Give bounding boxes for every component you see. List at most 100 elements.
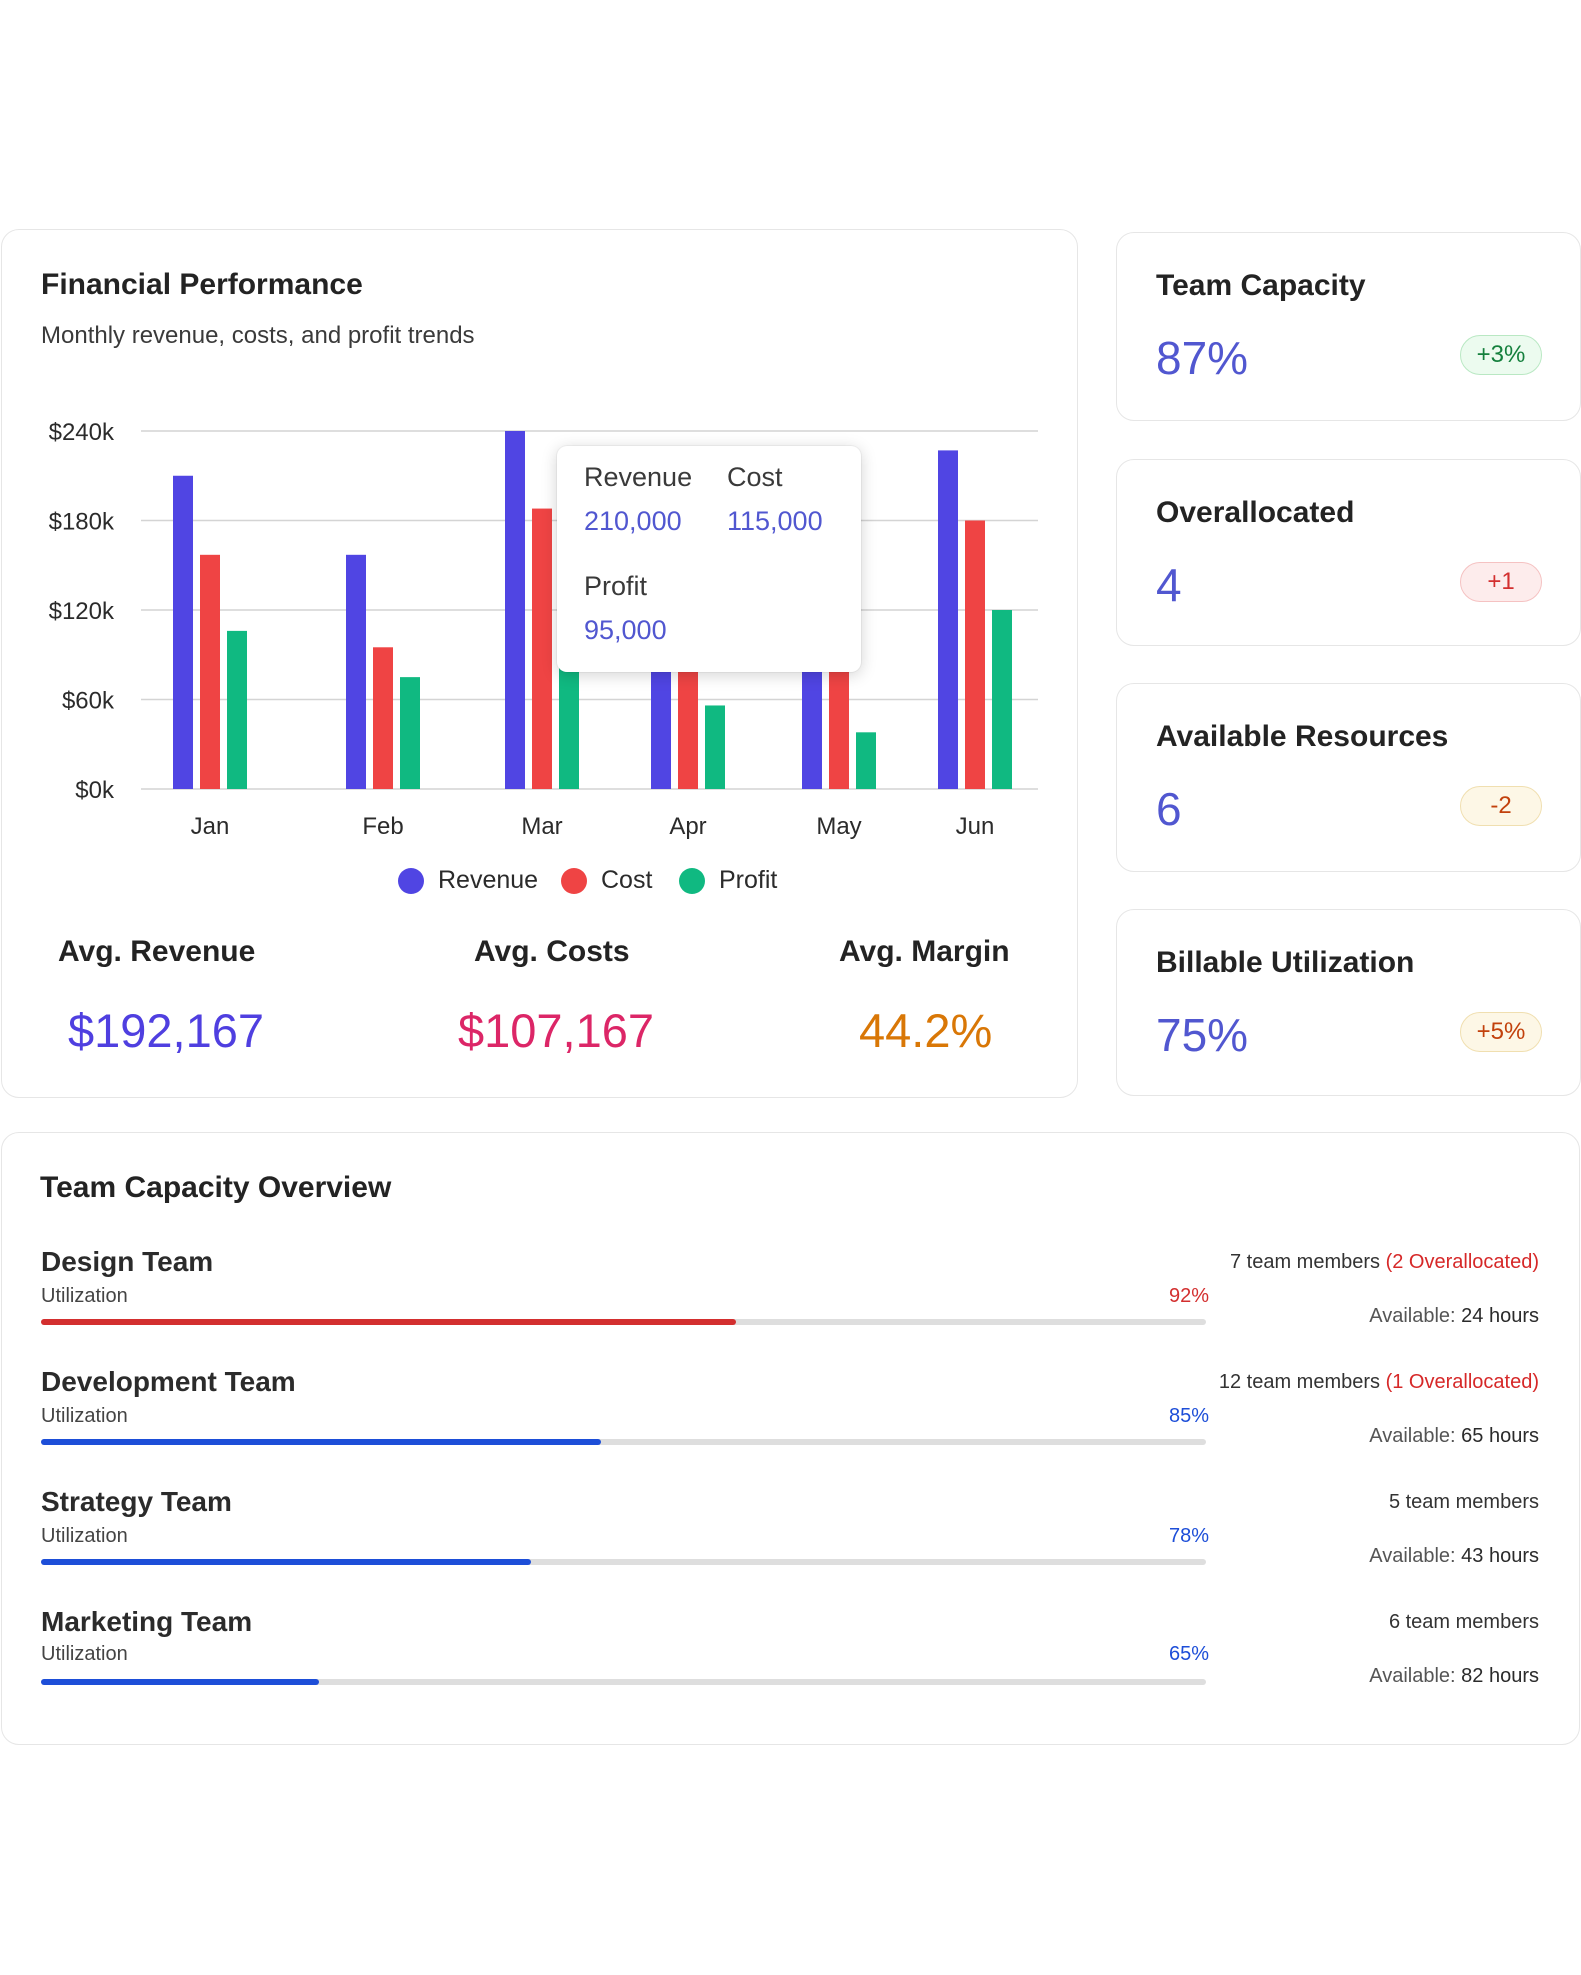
y-tick-label: $0k (75, 777, 115, 804)
x-tick-label: May (816, 813, 861, 840)
utilization-bar-fill (41, 1679, 319, 1685)
members-text: 5 team members (1388, 1491, 1539, 1513)
x-tick-label: Mar (521, 813, 562, 840)
team-members-count: 12 team members (1 Overallocated) (1219, 1371, 1539, 1394)
kpi-title: Billable Utilization (1156, 946, 1415, 979)
utilization-bar (41, 1439, 1206, 1445)
bar-profit-apr[interactable] (705, 705, 725, 789)
tooltip-cost-value: 115,000 (727, 506, 823, 536)
team-name: Design Team (41, 1246, 214, 1277)
legend-dot-profit (679, 867, 705, 894)
hours-value: 82 hours (1461, 1665, 1539, 1687)
hours-value: 24 hours (1461, 1305, 1539, 1327)
bar-revenue-feb[interactable] (346, 554, 366, 789)
bar-chart[interactable]: $0k $60k $120k $180k $240k Jan Feb Mar Apr May Jun (0, 380, 1077, 860)
utilization-percent: 78% (1168, 1525, 1209, 1547)
kpi-value: 6 (1156, 783, 1182, 835)
utilization-bar-fill (41, 1439, 601, 1445)
members-text: 6 team members (1388, 1611, 1539, 1633)
kpi-value: 4 (1156, 559, 1182, 611)
bar-profit-feb[interactable] (400, 677, 420, 789)
legend-label: Cost (601, 866, 653, 894)
change-badge: +5% (1460, 1012, 1542, 1052)
card-title: Team Capacity Overview (40, 1171, 392, 1204)
available-label: Available: (1369, 1305, 1456, 1327)
team-members-count: 5 team members (1389, 1491, 1539, 1514)
utilization-percent: 85% (1168, 1405, 1209, 1427)
tooltip-profit-value: 95,000 (584, 615, 667, 645)
bar-cost-feb[interactable] (373, 647, 393, 789)
kpi-card-team-capacity: Team Capacity 87% +3% (1116, 232, 1581, 421)
available-label: Available: (1369, 1665, 1456, 1687)
x-tick-label: Jun (956, 813, 995, 840)
card-title: Financial Performance (41, 268, 363, 301)
legend-item-profit[interactable]: Profit (679, 866, 777, 895)
x-tick-label: Jan (191, 813, 230, 840)
available-hours: Available: 82 hours (1369, 1665, 1539, 1688)
team-name: Marketing Team (41, 1606, 253, 1637)
available-label: Available: (1369, 1545, 1456, 1567)
y-tick-label: $180k (49, 509, 115, 536)
kpi-value: 87% (1156, 332, 1249, 384)
utilization-label: Utilization (41, 1405, 128, 1427)
tooltip-cost-label: Cost (727, 462, 783, 492)
overallocated-note: (2 Overallocated) (1385, 1251, 1539, 1273)
utilization-bar (41, 1559, 1206, 1565)
avg-revenue-value: $192,167 (68, 1004, 265, 1057)
overallocated-note: (1 Overallocated) (1385, 1371, 1539, 1393)
y-tick-label: $60k (62, 688, 115, 715)
hours-value: 43 hours (1461, 1545, 1539, 1567)
bar-cost-jun[interactable] (965, 520, 985, 790)
bar-profit-jan[interactable] (227, 630, 247, 789)
members-text: 7 team members (1229, 1251, 1381, 1273)
utilization-bar-fill (41, 1319, 736, 1325)
avg-margin-value: 44.2% (859, 1004, 993, 1057)
kpi-title: Available Resources (1156, 720, 1449, 753)
avg-margin-label: Avg. Margin (839, 935, 1010, 968)
legend-dot-revenue (398, 867, 424, 894)
available-hours: Available: 43 hours (1369, 1545, 1539, 1568)
kpi-card-available-resources: Available Resources 6 -2 (1116, 683, 1581, 872)
tooltip-profit-label: Profit (584, 571, 648, 601)
bar-revenue-mar[interactable] (505, 431, 525, 789)
kpi-title: Team Capacity (1156, 269, 1366, 302)
bar-profit-mar[interactable] (559, 647, 579, 789)
legend-dot-cost (561, 867, 587, 894)
change-badge: -2 (1460, 786, 1542, 826)
team-capacity-overview-card: Team Capacity Overview Design Team Utili… (1, 1132, 1580, 1745)
kpi-value: 75% (1156, 1009, 1249, 1061)
utilization-bar (41, 1319, 1206, 1325)
team-members-count: 6 team members (1389, 1611, 1539, 1634)
x-tick-label: Feb (362, 813, 403, 840)
bar-profit-jun[interactable] (992, 610, 1012, 789)
bar-revenue-jan[interactable] (173, 475, 193, 789)
y-tick-label: $240k (49, 419, 115, 446)
utilization-label: Utilization (41, 1525, 128, 1547)
bar-revenue-jun[interactable] (938, 450, 958, 789)
utilization-bar-fill (41, 1559, 531, 1565)
y-tick-label: $120k (49, 598, 115, 625)
avg-revenue-label: Avg. Revenue (58, 935, 256, 968)
available-hours: Available: 65 hours (1369, 1425, 1539, 1448)
x-tick-label: Apr (669, 813, 706, 840)
utilization-bar (41, 1679, 1206, 1685)
card-subtitle: Monthly revenue, costs, and profit trend… (41, 322, 475, 349)
available-hours: Available: 24 hours (1369, 1305, 1539, 1328)
team-members-count: 7 team members (2 Overallocated) (1230, 1251, 1539, 1274)
available-label: Available: (1369, 1425, 1456, 1447)
avg-costs-label: Avg. Costs (474, 935, 630, 968)
hours-value: 65 hours (1461, 1425, 1539, 1447)
team-name: Development Team (41, 1366, 296, 1397)
avg-costs-value: $107,167 (458, 1004, 655, 1057)
legend-item-revenue[interactable]: Revenue (398, 866, 538, 895)
change-badge: +3% (1460, 335, 1542, 375)
team-name: Strategy Team (41, 1486, 232, 1517)
legend-item-cost[interactable]: Cost (561, 866, 652, 895)
change-badge: +1 (1460, 562, 1542, 602)
bar-profit-may[interactable] (856, 732, 876, 789)
bar-cost-jan[interactable] (200, 554, 220, 789)
kpi-title: Overallocated (1156, 496, 1355, 529)
legend-label: Profit (719, 866, 778, 894)
bar-cost-mar[interactable] (532, 508, 552, 789)
tooltip-revenue-label: Revenue (584, 462, 693, 492)
